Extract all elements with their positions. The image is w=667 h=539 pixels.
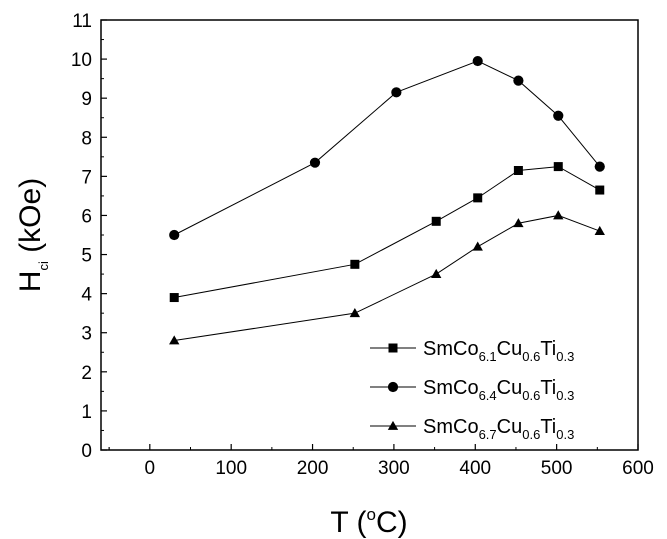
series-line (174, 214, 600, 342)
data-point-circle (391, 87, 402, 98)
data-point-square (169, 293, 179, 303)
y-axis: 0 1 2 3 4 5 6 7 8 9 10 11 (71, 11, 107, 462)
legend-item-1: SmCo6.1Cu0.6Ti0.3 (370, 338, 574, 364)
data-point-circle (309, 157, 321, 168)
legend-label: SmCo6.7Cu0.6Ti0.3 (423, 416, 574, 442)
x-axis-label: T (oC) (330, 505, 407, 539)
y-tick-label: 3 (81, 324, 92, 345)
y-tick-label: 4 (81, 285, 92, 306)
legend-item-3: SmCo6.7Cu0.6Ti0.3 (370, 416, 574, 442)
data-point-square (473, 193, 483, 203)
x-tick-label: 400 (459, 458, 491, 479)
x-tick-label: 0 (145, 458, 156, 479)
x-tick-label: 300 (378, 458, 410, 479)
data-point-circle (513, 75, 524, 86)
y-tick-label: 2 (81, 363, 92, 384)
y-tick-label: 11 (72, 11, 92, 32)
legend-item-2: SmCo6.4Cu0.6Ti0.3 (370, 377, 574, 403)
data-point-triangle (349, 308, 361, 318)
data-point-triangle (472, 241, 483, 251)
series-2 (169, 55, 605, 241)
data-point-square (553, 162, 563, 172)
data-point-square (595, 185, 605, 195)
x-tick-label: 600 (622, 458, 654, 479)
y-tick-label: 5 (81, 246, 92, 267)
x-axis: 0 100 200 300 400 500 600 (108, 444, 654, 479)
x-tick-label: 200 (297, 458, 329, 479)
y-tick-label: 6 (81, 206, 92, 227)
legend-marker-triangle (387, 420, 399, 430)
series-line (173, 60, 601, 236)
legend-label: SmCo6.1Cu0.6Ti0.3 (423, 338, 574, 364)
data-point-circle (169, 229, 180, 241)
x-tick-label: 100 (215, 458, 247, 479)
series-line (174, 166, 601, 299)
legend-label: SmCo6.4Cu0.6Ti0.3 (423, 377, 574, 403)
data-point-triangle (513, 218, 524, 228)
data-point-square (350, 259, 360, 269)
data-point-circle (553, 110, 564, 121)
legend-marker-circle (387, 381, 399, 393)
data-point-triangle (169, 335, 180, 345)
y-tick-label: 10 (71, 50, 92, 71)
plot-frame (100, 19, 639, 451)
data-point-square (513, 166, 523, 175)
y-tick-label: 0 (81, 441, 92, 462)
y-tick-label: 1 (81, 402, 92, 423)
data-point-triangle (594, 225, 605, 235)
x-tick-label: 500 (541, 458, 573, 479)
data-point-circle (472, 55, 483, 67)
data-point-triangle (431, 268, 442, 278)
series-layer (169, 55, 605, 345)
data-point-circle (594, 161, 605, 172)
y-tick-label: 9 (81, 89, 92, 110)
series-3 (169, 210, 605, 345)
data-point-square (431, 216, 441, 226)
y-tick-label: 8 (81, 128, 92, 149)
legend: SmCo6.1Cu0.6Ti0.3 SmCo6.4Cu0.6Ti0.3 SmCo6.… (370, 338, 574, 442)
y-tick-label: 7 (81, 167, 92, 188)
series-1 (169, 162, 605, 303)
y-axis-label: Hci (kOe) (14, 178, 51, 292)
legend-marker-square (388, 343, 398, 353)
data-point-triangle (553, 210, 564, 220)
